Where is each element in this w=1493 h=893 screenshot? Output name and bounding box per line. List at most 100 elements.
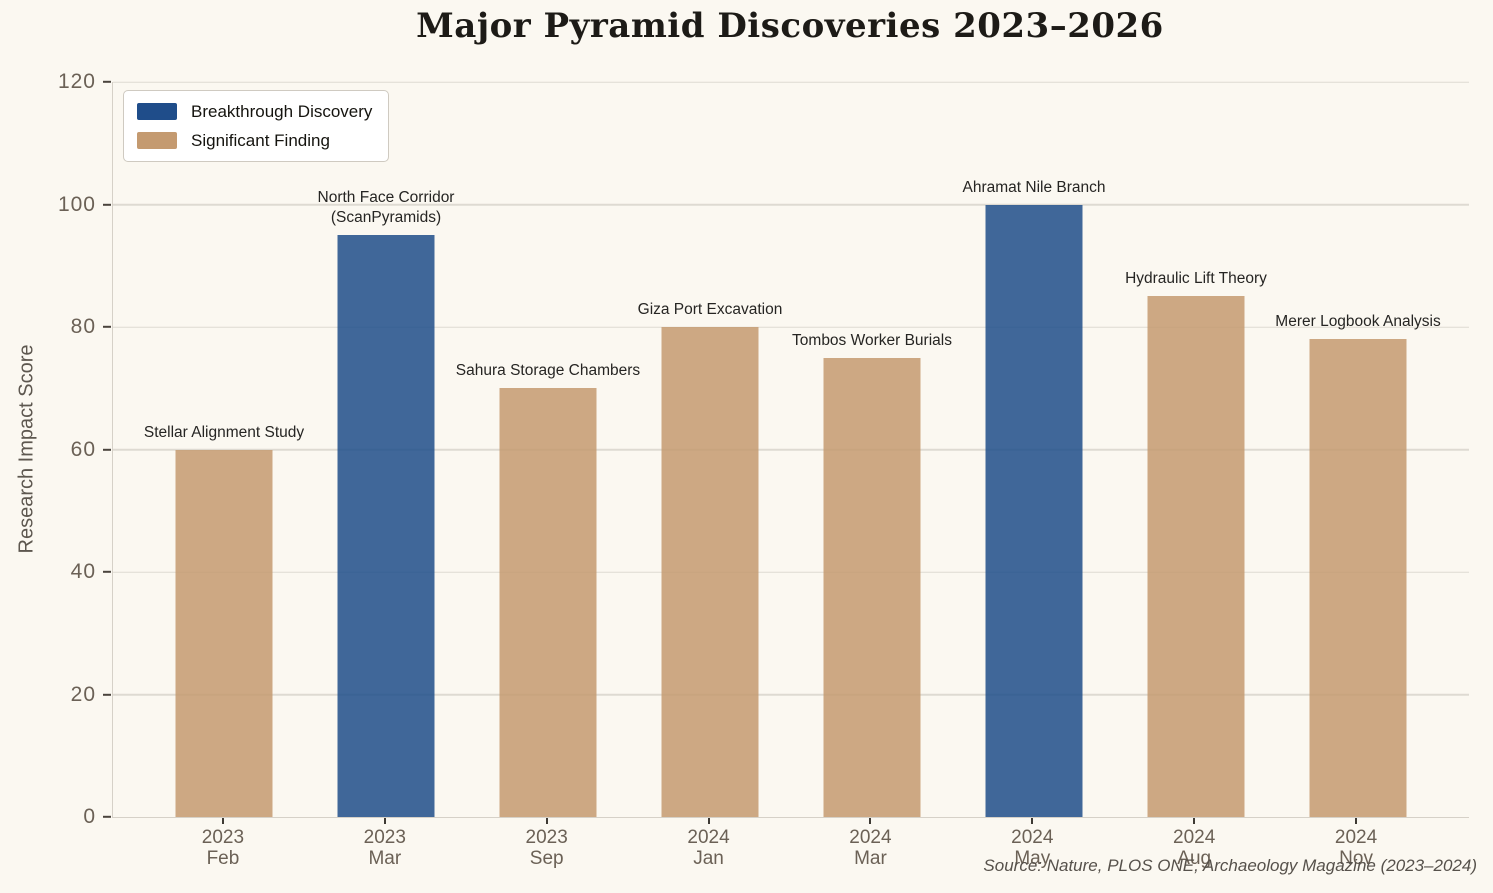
bar-significant	[1147, 296, 1245, 817]
bar-label-line: Hydraulic Lift Theory	[1125, 270, 1267, 288]
x-tick: 2023 Sep	[466, 817, 628, 869]
bar-label-line: North Face Corridor	[317, 189, 455, 207]
x-tick-month: Aug	[1177, 848, 1212, 869]
chart-title: Major Pyramid Discoveries 2023–2026	[416, 6, 1164, 46]
x-tick-year: 2024	[1173, 827, 1216, 848]
source-note: Source: Nature, PLOS ONE, Archaeology Ma…	[983, 856, 1477, 875]
bar-label: Hydraulic Lift Theory	[1125, 269, 1267, 289]
x-tick-year: 2023	[525, 827, 568, 848]
grid-line	[113, 326, 1469, 328]
bar-slot: Merer Logbook Analysis	[1275, 82, 1441, 817]
bar-label-line: Merer Logbook Analysis	[1275, 313, 1441, 331]
bar-slot: Stellar Alignment Study	[143, 82, 305, 817]
x-tick-month: Sep	[529, 848, 564, 869]
y-tick-label: 60	[70, 437, 96, 461]
plot-area: Stellar Alignment Study North Face Corrid…	[103, 81, 1469, 818]
bar-label: Sahura Storage Chambers	[456, 361, 640, 381]
grid-line	[113, 571, 1469, 573]
x-tick: 2023 Feb	[142, 817, 304, 869]
bar-label-line: Ahramat Nile Branch	[962, 178, 1106, 196]
bar-label-line: Sahura Storage Chambers	[455, 362, 641, 380]
bar-slot: Hydraulic Lift Theory	[1115, 82, 1277, 817]
y-tick-mark	[103, 81, 111, 83]
y-tick-mark	[103, 326, 111, 328]
bar-label: North Face Corridor (ScanPyramids)	[318, 188, 455, 228]
bar-slot: Ahramat Nile Branch	[953, 82, 1115, 817]
y-tick-label: 20	[70, 682, 96, 706]
bar-significant	[661, 327, 759, 817]
bar-significant	[499, 388, 597, 817]
x-tick-month: Mar	[368, 848, 402, 869]
y-tick-mark	[103, 816, 111, 818]
bar-significant	[1309, 339, 1407, 817]
x-tick-year: 2023	[201, 827, 245, 848]
bar-label: Merer Logbook Analysis	[1275, 312, 1440, 332]
x-tick-mark	[869, 818, 872, 824]
bar-label-line: (ScanPyramids)	[330, 209, 442, 227]
bar-significant	[823, 357, 921, 817]
bar-slot: North Face Corridor (ScanPyramids)	[305, 82, 467, 817]
legend-item: Breakthrough Discovery	[137, 100, 372, 123]
x-tick: 2024 Jan	[628, 817, 790, 869]
x-tick: 2024 Aug	[1113, 817, 1275, 869]
x-tick-year: 2024	[849, 827, 892, 848]
bar-breakthrough	[337, 235, 435, 817]
y-tick-label: 80	[70, 315, 96, 338]
x-tick-year: 2024	[1334, 827, 1378, 848]
x-tick-month: Feb	[206, 848, 240, 869]
x-tick-mark	[545, 818, 548, 824]
legend-item: Significant Finding	[137, 129, 372, 152]
y-axis-ticks: 0 20 40 60 80 100 120	[0, 70, 96, 828]
bar-breakthrough	[985, 204, 1083, 817]
legend-swatch-breakthrough	[137, 103, 177, 120]
x-tick-year: 2024	[687, 827, 730, 848]
bar-slot: Giza Port Excavation	[629, 82, 791, 817]
x-tick-year: 2024	[1011, 827, 1054, 848]
x-tick: 2024 Mar	[790, 817, 952, 869]
x-tick: 2024 Nov	[1275, 817, 1437, 869]
legend-swatch-significant	[137, 132, 177, 149]
y-tick-label: 120	[57, 70, 96, 93]
bar-slot: Sahura Storage Chambers	[456, 82, 640, 817]
x-tick-month: Nov	[1339, 848, 1373, 869]
x-tick-mark	[1031, 818, 1034, 824]
x-tick-year: 2023	[363, 827, 406, 848]
x-tick-mark	[383, 818, 386, 824]
bar-slot: Tombos Worker Burials	[791, 82, 953, 817]
bar-label: Stellar Alignment Study	[144, 423, 304, 443]
bar-significant	[175, 449, 273, 817]
y-tick-label: 100	[57, 192, 96, 216]
x-tick-month: Mar	[854, 848, 887, 869]
grid-line	[113, 448, 1469, 451]
y-tick-mark	[103, 203, 111, 206]
legend-label: Breakthrough Discovery	[191, 101, 373, 121]
x-tick: 2024 May	[951, 817, 1113, 869]
y-tick-mark	[103, 693, 111, 696]
bar-label-line: Stellar Alignment Study	[143, 423, 305, 441]
bar-label-line: Tombos Worker Burials	[792, 331, 952, 349]
x-tick-month: May	[1014, 848, 1051, 869]
x-tick: 2023 Mar	[304, 817, 466, 869]
bar-label-line: Giza Port Excavation	[637, 301, 783, 319]
x-tick-mark	[1193, 818, 1196, 824]
x-tick-mark	[221, 818, 224, 824]
legend: Breakthrough Discovery Significant Findin…	[123, 90, 390, 162]
y-tick-mark	[103, 448, 111, 451]
legend-rows: Breakthrough Discovery Significant Findin…	[137, 100, 372, 152]
grid-line	[113, 203, 1469, 206]
bar-label: Giza Port Excavation	[638, 300, 783, 320]
grid-line	[113, 693, 1469, 696]
grid-line	[113, 81, 1469, 83]
y-tick-mark	[103, 571, 111, 573]
x-axis-ticks: 2023 Feb 2023 Mar 2023 Sep 2024 Jan 2024 Mar 2024 M…	[142, 817, 1437, 869]
bar-label: Ahramat Nile Branch	[962, 178, 1105, 198]
y-tick-label: 40	[70, 560, 96, 583]
x-tick-mark	[707, 818, 710, 824]
x-tick-month: Jan	[693, 848, 724, 869]
y-tick-label: 0	[83, 805, 96, 828]
legend-label: Significant Finding	[191, 130, 330, 150]
bar-label: Tombos Worker Burials	[792, 331, 952, 351]
x-tick-mark	[1355, 818, 1358, 824]
bars-container: Stellar Alignment Study North Face Corrid…	[113, 82, 1469, 817]
